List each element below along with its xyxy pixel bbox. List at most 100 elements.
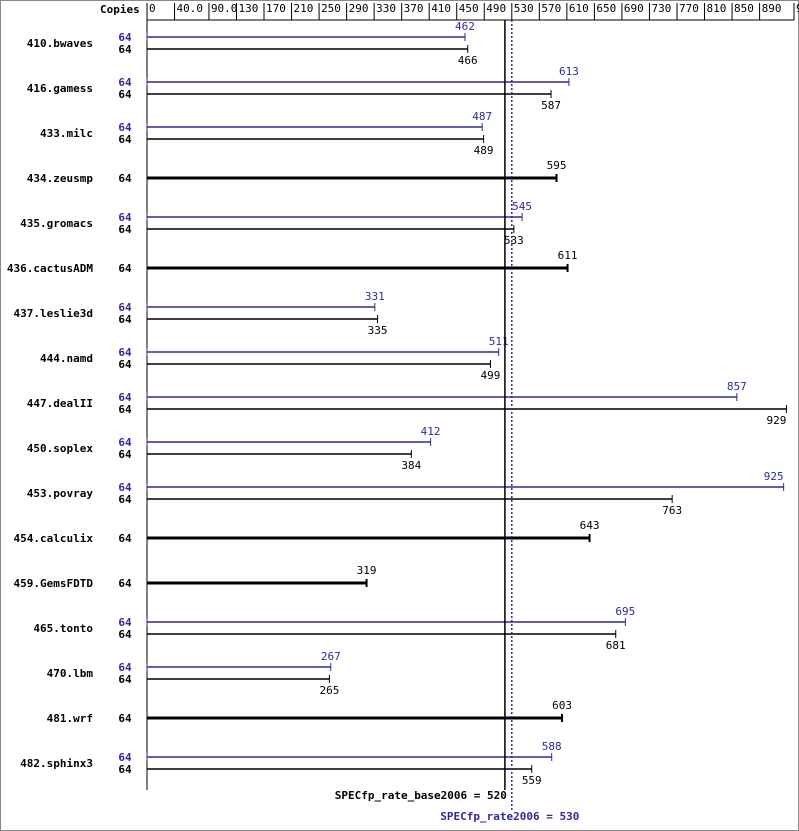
x-tick-label: 530: [514, 2, 534, 15]
copies-label: 64: [118, 313, 132, 326]
x-tick-label: 770: [679, 2, 699, 15]
x-tick-label: 610: [569, 2, 589, 15]
value-label: 643: [580, 519, 600, 532]
x-tick-label: 130: [238, 2, 258, 15]
benchmark-name: 410.bwaves: [27, 37, 93, 50]
copies-label: 64: [118, 577, 132, 590]
value-label: 545: [512, 200, 532, 213]
x-tick-label: 40.0: [177, 2, 204, 15]
x-tick-label: 810: [707, 2, 727, 15]
benchmark-name: 433.milc: [40, 127, 93, 140]
benchmark-name: 454.calculix: [14, 532, 94, 545]
value-label: 412: [421, 425, 441, 438]
x-tick-label: 570: [541, 2, 561, 15]
copies-label: 64: [118, 616, 132, 629]
x-tick-label: 730: [651, 2, 671, 15]
copies-label: 64: [118, 88, 132, 101]
value-label: 613: [559, 65, 579, 78]
value-label: 466: [458, 54, 478, 67]
value-label: 559: [522, 774, 542, 787]
value-label: 487: [472, 110, 492, 123]
value-label: 857: [727, 380, 747, 393]
x-tick-label: 290: [349, 2, 369, 15]
base-score-label: SPECfp_rate_base2006 = 520: [335, 789, 507, 802]
value-label: 925: [764, 470, 784, 483]
peak-score-label: SPECfp_rate2006 = 530: [440, 810, 579, 823]
benchmark-name: 482.sphinx3: [20, 757, 93, 770]
copies-label: 64: [118, 436, 132, 449]
value-label: 335: [368, 324, 388, 337]
value-label: 267: [321, 650, 341, 663]
x-tick-label: 890: [762, 2, 782, 15]
copies-label: 64: [118, 223, 132, 236]
value-label: 533: [504, 234, 524, 247]
copies-label: 64: [118, 346, 132, 359]
value-label: 265: [319, 684, 339, 697]
x-tick-label: 330: [376, 2, 396, 15]
value-label: 595: [547, 159, 567, 172]
value-label: 695: [615, 605, 635, 618]
value-label: 587: [541, 99, 561, 112]
x-tick-label: 690: [624, 2, 644, 15]
x-tick-label: 170: [266, 2, 286, 15]
copies-label: 64: [118, 712, 132, 725]
copies-label: 64: [118, 121, 132, 134]
value-label: 499: [481, 369, 501, 382]
copies-label: 64: [118, 391, 132, 404]
copies-label: 64: [118, 172, 132, 185]
x-tick-label: 370: [404, 2, 424, 15]
value-label: 489: [474, 144, 494, 157]
benchmark-name: 465.tonto: [33, 622, 93, 635]
value-label: 929: [767, 414, 787, 427]
benchmark-name: 447.dealII: [27, 397, 93, 410]
value-label: 331: [365, 290, 385, 303]
copies-header: Copies: [100, 3, 140, 16]
x-tick-label: 490: [486, 2, 506, 15]
copies-label: 64: [118, 481, 132, 494]
copies-label: 64: [118, 262, 132, 275]
x-tick-label: 250: [321, 2, 341, 15]
copies-label: 64: [118, 403, 132, 416]
benchmark-name: 481.wrf: [47, 712, 93, 725]
benchmark-name: 437.leslie3d: [14, 307, 93, 320]
copies-label: 64: [118, 358, 132, 371]
benchmark-name: 444.namd: [40, 352, 93, 365]
value-label: 511: [489, 335, 509, 348]
x-tick-label: 650: [596, 2, 616, 15]
benchmark-name: 436.cactusADM: [7, 262, 93, 275]
value-label: 384: [401, 459, 421, 472]
copies-label: 64: [118, 673, 132, 686]
value-label: 681: [606, 639, 626, 652]
x-tick-label: 450: [459, 2, 479, 15]
value-label: 588: [542, 740, 562, 753]
x-tick-label: 410: [431, 2, 451, 15]
benchmark-name: 453.povray: [27, 487, 94, 500]
copies-label: 64: [118, 76, 132, 89]
copies-label: 64: [118, 763, 132, 776]
value-label: 462: [455, 20, 475, 33]
value-label: 319: [357, 564, 377, 577]
benchmark-name: 416.gamess: [27, 82, 93, 95]
copies-label: 64: [118, 532, 132, 545]
x-tick-label: 940: [796, 2, 799, 15]
copies-label: 64: [118, 31, 132, 44]
benchmark-name: 459.GemsFDTD: [14, 577, 94, 590]
copies-label: 64: [118, 493, 132, 506]
copies-label: 64: [118, 133, 132, 146]
value-label: 763: [662, 504, 682, 517]
benchmark-name: 435.gromacs: [20, 217, 93, 230]
benchmark-name: 450.soplex: [27, 442, 94, 455]
copies-label: 64: [118, 448, 132, 461]
copies-label: 64: [118, 43, 132, 56]
benchmark-name: 470.lbm: [47, 667, 94, 680]
copies-label: 64: [118, 628, 132, 641]
copies-label: 64: [118, 751, 132, 764]
benchmark-name: 434.zeusmp: [27, 172, 94, 185]
copies-label: 64: [118, 661, 132, 674]
x-tick-label: 850: [734, 2, 754, 15]
copies-label: 64: [118, 211, 132, 224]
x-tick-label: 0: [149, 2, 156, 15]
x-tick-label: 210: [294, 2, 314, 15]
